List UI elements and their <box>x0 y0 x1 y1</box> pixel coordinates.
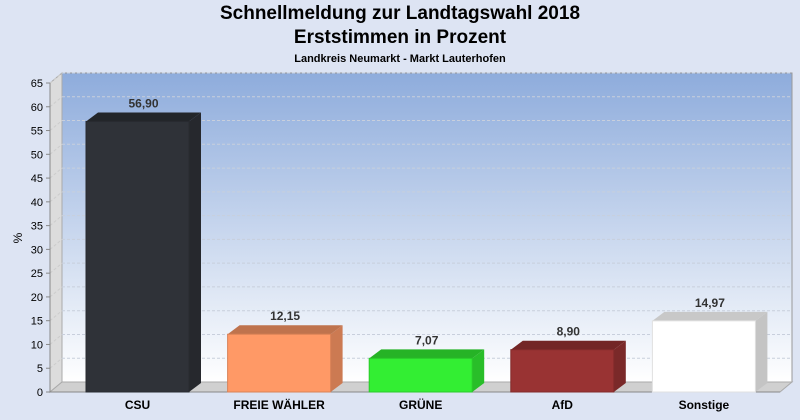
bar-top <box>510 340 626 350</box>
y-tick-label: 55 <box>31 126 43 138</box>
y-axis-label: % <box>11 232 25 243</box>
x-tick-label: GRÜNE <box>399 397 442 412</box>
chart-subtitle: Erststimmen in Prozent <box>293 27 507 48</box>
grid-line-side <box>49 357 63 369</box>
grid-line-side <box>49 262 63 274</box>
data-label: 14,97 <box>695 296 725 310</box>
x-tick-label: AfD <box>552 398 574 412</box>
plot-left-wall <box>49 71 63 394</box>
chart-region: Landkreis Neumarkt - Markt Lauterhofen <box>294 53 506 65</box>
y-tick-label: 10 <box>31 339 43 351</box>
grid-line-side <box>49 96 63 108</box>
data-label: 12,15 <box>270 309 300 323</box>
bar-freie-w-hler <box>227 333 332 393</box>
y-tick-label: 40 <box>31 197 43 209</box>
y-tick-label: 65 <box>31 78 43 90</box>
data-label: 56,90 <box>128 97 158 111</box>
bar-side <box>755 311 768 392</box>
bar-top <box>227 325 343 335</box>
bar-top <box>86 112 201 122</box>
grid-line-side <box>49 310 63 322</box>
bar-side <box>613 340 626 392</box>
grid-line-side <box>49 215 63 226</box>
grid-line-side <box>49 239 63 250</box>
y-tick-label: 60 <box>31 102 43 114</box>
grid-line-side <box>49 143 63 155</box>
bar-csu <box>85 121 190 393</box>
x-tick-label: CSU <box>125 398 150 412</box>
chart-title: Schnellmeldung zur Landtagswahl 2018 <box>219 3 581 24</box>
bar-sonstige <box>651 320 756 393</box>
y-tick-label: 5 <box>37 363 43 375</box>
grid-line-side <box>49 72 63 84</box>
bar-side <box>189 112 201 392</box>
y-tick-label: 50 <box>31 149 43 161</box>
y-tick-label: 0 <box>37 387 43 399</box>
bar-top <box>652 311 768 321</box>
y-tick-label: 35 <box>31 221 43 233</box>
bar-afd <box>510 349 615 393</box>
bar-gr-ne <box>368 357 473 393</box>
y-tick-label: 25 <box>31 268 43 280</box>
grid-line-side <box>49 286 63 298</box>
y-tick-label: 15 <box>31 316 43 328</box>
grid-line-side <box>49 120 63 131</box>
y-tick-label: 30 <box>31 244 43 256</box>
bar-side <box>472 349 485 392</box>
x-tick-label: Sonstige <box>679 398 730 412</box>
data-label: 7,07 <box>415 333 439 347</box>
grid-line-side <box>49 191 63 203</box>
y-tick-label: 20 <box>31 292 43 304</box>
grid-line-side <box>49 334 63 345</box>
grid-line-side <box>49 167 63 179</box>
y-tick-label: 45 <box>31 173 43 185</box>
data-label: 8,90 <box>557 325 581 339</box>
bar-side <box>330 325 343 392</box>
bar-top <box>369 349 485 359</box>
x-tick-label: FREIE WÄHLER <box>233 397 325 412</box>
